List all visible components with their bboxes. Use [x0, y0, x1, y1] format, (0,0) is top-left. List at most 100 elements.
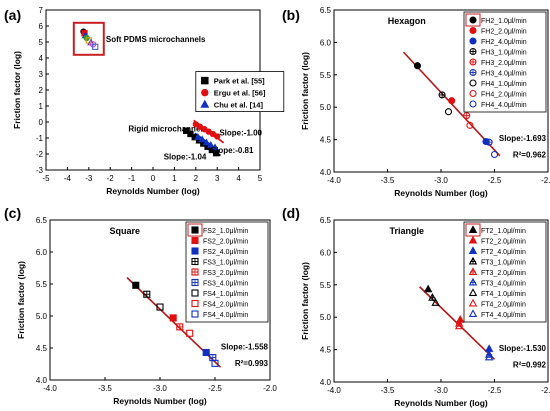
data-point	[202, 348, 210, 357]
legend: FT2_1.0μl/min FT2_2.0μl/min FT2_4.0μl/min F…	[463, 221, 547, 323]
legend-marker	[469, 79, 477, 87]
x-tick-label: 2	[194, 174, 199, 183]
y-tick-label: 4	[39, 54, 44, 63]
legend-label: Park et al. [55]	[214, 77, 265, 86]
y-tick-label: 4.0	[36, 376, 48, 385]
data-point	[423, 284, 433, 293]
legend-label: FH3_4.0μl/min	[481, 71, 527, 78]
legend-label: FS2_2.0μl/min	[203, 239, 248, 246]
y-tick-label: 5.0	[320, 313, 332, 322]
legend-marker	[191, 236, 199, 245]
x-tick-label: -3.0	[434, 176, 448, 185]
data-point	[211, 359, 219, 367]
legend-marker	[468, 288, 478, 296]
legend-marker	[200, 99, 210, 108]
x-tick-label: -4.0	[327, 386, 341, 395]
data-point	[194, 132, 202, 140]
data-point	[413, 62, 422, 70]
legend-label: FH4_4.0μl/min	[481, 102, 527, 109]
r2-label: R²=0.992	[513, 361, 547, 370]
data-point	[484, 352, 494, 361]
x-tick-label: -3.5	[381, 386, 395, 395]
y-tick-label: 6.5	[36, 216, 48, 225]
legend-label: Chu et al. [14]	[214, 101, 264, 110]
x-tick-label: -3	[85, 174, 93, 183]
y-tick-label: 5.0	[36, 312, 48, 321]
x-tick-label: -1	[128, 174, 136, 183]
legend-label: FT2_4.0μl/min	[481, 249, 526, 256]
y-tick-label: 6.0	[320, 38, 332, 47]
x-tick-label: -2	[107, 174, 115, 183]
legend-label: FT4_1.0μl/min	[481, 291, 526, 298]
slope-label: Slope:-1.693	[499, 134, 547, 143]
y-tick-label: 4.5	[320, 136, 332, 145]
legend-label: FT4_4.0μl/min	[481, 312, 526, 319]
legend-marker	[469, 16, 477, 24]
legend-label: FS4_4.0μl/min	[203, 312, 248, 319]
legend-label: FT2_2.0μl/min	[481, 239, 526, 246]
x-tick-label: 5	[258, 174, 263, 183]
y-tick-label: 6.0	[320, 248, 332, 257]
legend-marker	[191, 310, 199, 318]
panel-label: (c)	[4, 205, 21, 221]
x-tick-label: -2.0	[541, 176, 550, 185]
data-point	[212, 150, 220, 157]
legend-box	[463, 221, 547, 323]
legend-label: FH4_1.0μl/min	[481, 81, 527, 88]
legend-box	[463, 11, 547, 113]
legend-label: FH3_2.0μl/min	[481, 60, 527, 67]
x-tick-label: 1	[172, 174, 177, 183]
legend-label: FS2_4.0μl/min	[203, 249, 248, 256]
data-point	[198, 135, 207, 143]
panel-label: (b)	[282, 7, 300, 23]
data-point	[466, 121, 474, 129]
legend-label: FH2_1.0μl/min	[481, 18, 527, 25]
y-tick-label: 2	[39, 86, 44, 95]
legend-marker	[469, 26, 477, 35]
x-axis-label: Reynolds Number (log)	[394, 188, 488, 198]
legend-label: FT4_2.0μl/min	[481, 302, 526, 309]
x-tick-label: -4.0	[327, 176, 341, 185]
annotation-slope1: Slope:-1.00	[219, 129, 262, 138]
legend-highlight	[465, 223, 481, 237]
y-tick-label: 5.5	[320, 281, 332, 290]
annotation-slope3: Slope:-1.04	[164, 153, 207, 162]
legend-label: FT3_4.0μl/min	[481, 281, 526, 288]
x-tick-label: 4	[236, 174, 241, 183]
y-tick-label: 6	[39, 22, 44, 31]
legend: Park et al. [55] Ergu et al. [56] Chu et a…	[195, 71, 285, 112]
legend-label: FT3_2.0μl/min	[481, 270, 526, 277]
data-point	[169, 314, 177, 322]
slope-label: Slope:-1.530	[499, 344, 547, 353]
legend-box	[185, 221, 269, 323]
legend-label: FS4_2.0μl/min	[203, 302, 248, 309]
y-tick-label: 0	[39, 118, 44, 127]
x-tick-label: -2.5	[488, 176, 502, 185]
y-tick-label: 5.0	[320, 103, 332, 112]
y-tick-label: 4.5	[320, 346, 332, 355]
data-point	[490, 150, 499, 159]
legend-box	[195, 71, 285, 112]
y-tick-label: 6.0	[36, 248, 48, 257]
panel-title: Hexagon	[388, 16, 426, 26]
legend-marker	[468, 246, 478, 254]
legend-marker	[468, 235, 478, 244]
panel-title: Triangle	[390, 226, 425, 236]
panel-1: (b) -4.0 -3.5 -3.0 -2.5 -2.0 4.0 4.5 5.0 5.5 6.0 6.…	[282, 6, 550, 198]
panel-title: Square	[110, 226, 141, 236]
y-tick-label: 3	[39, 70, 44, 79]
data-point	[186, 329, 194, 337]
x-tick-label: -2.5	[488, 386, 502, 395]
y-tick-label: 4.5	[36, 344, 48, 353]
y-tick-label: -1	[36, 134, 44, 143]
data-point	[156, 303, 164, 311]
y-tick-label: -2	[36, 150, 44, 159]
legend-label: Ergu et al. [56]	[214, 89, 266, 98]
legend-label: FH2_2.0μl/min	[481, 29, 527, 36]
x-tick-label: 3	[215, 174, 220, 183]
r2-label: R²=0.962	[513, 151, 547, 160]
panel-label: (a)	[4, 7, 21, 23]
data-point	[187, 130, 194, 138]
x-tick-label: -4	[64, 174, 72, 183]
